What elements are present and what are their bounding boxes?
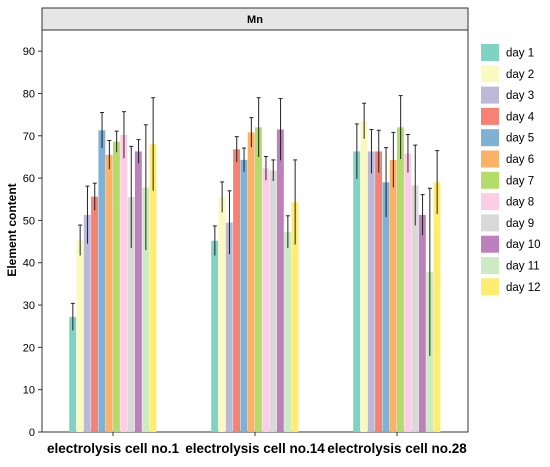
legend-swatch xyxy=(481,257,499,274)
bar xyxy=(69,316,77,432)
bar xyxy=(247,132,255,432)
legend-swatch xyxy=(481,44,499,61)
title-strip xyxy=(41,7,469,31)
bar xyxy=(91,196,98,432)
legend-label: day 3 xyxy=(506,90,534,102)
bar xyxy=(255,127,262,432)
y-tick-label: 90 xyxy=(23,46,35,58)
bar xyxy=(211,240,219,432)
legend-label: day 12 xyxy=(506,282,541,294)
legend-swatch xyxy=(481,278,499,296)
y-tick-label: 40 xyxy=(23,258,35,270)
error-bars-group xyxy=(70,95,440,356)
legend-label: day 2 xyxy=(506,69,534,81)
bar xyxy=(360,120,368,433)
legend-label: day 11 xyxy=(506,261,540,273)
legend-label: day 6 xyxy=(506,154,534,166)
legend-label: day 7 xyxy=(506,175,534,187)
bar xyxy=(411,185,419,432)
bar xyxy=(404,153,412,432)
legend-swatch xyxy=(481,214,499,232)
legend-label: day 1 xyxy=(506,48,534,60)
y-axis-label: Element content xyxy=(5,183,19,276)
bar xyxy=(233,149,240,433)
bar xyxy=(382,182,390,432)
bar xyxy=(291,202,299,432)
legend-swatch xyxy=(481,107,499,125)
bar xyxy=(367,151,375,432)
category-label: electrolysis cell no.1 xyxy=(47,441,180,456)
bar xyxy=(98,130,106,432)
bar xyxy=(127,197,135,432)
category-label: electrolysis cell no.28 xyxy=(327,441,467,456)
legend-label: day 9 xyxy=(506,218,534,230)
y-tick-label: 80 xyxy=(23,88,35,100)
y-tick-label: 20 xyxy=(23,342,35,354)
x-axis-labels: electrolysis cell no.1 electrolysis cell … xyxy=(47,432,467,456)
bar xyxy=(262,168,270,433)
bar xyxy=(433,182,441,432)
bar xyxy=(76,240,84,432)
legend-swatch xyxy=(481,86,499,104)
bar xyxy=(225,222,233,432)
y-tick-label: 50 xyxy=(23,215,35,227)
legend-swatch xyxy=(481,171,499,189)
bar xyxy=(353,151,361,432)
chart-title: Mn xyxy=(247,14,263,26)
bar xyxy=(389,159,397,432)
y-tick-label: 0 xyxy=(29,427,35,439)
y-tick-label: 10 xyxy=(23,385,35,397)
legend-swatch xyxy=(481,235,499,253)
category-label: electrolysis cell no.14 xyxy=(185,441,325,456)
bar xyxy=(218,197,226,432)
legend-label: day 5 xyxy=(506,133,534,145)
y-tick-label: 70 xyxy=(23,131,35,143)
legend-swatch xyxy=(481,193,499,211)
bar xyxy=(284,231,292,432)
bar xyxy=(375,151,382,432)
bar xyxy=(134,151,142,432)
bar xyxy=(397,127,404,432)
legend-label: day 8 xyxy=(506,197,534,209)
y-axis-ticks: 0 10 20 30 40 50 60 70 80 90 xyxy=(23,46,42,439)
legend-swatch xyxy=(481,65,499,83)
legend-label: day 10 xyxy=(506,239,541,251)
legend-swatch xyxy=(481,150,499,168)
bar xyxy=(83,214,91,432)
bar xyxy=(149,144,157,432)
bar xyxy=(269,170,277,433)
bar xyxy=(105,154,113,432)
y-tick-label: 60 xyxy=(23,173,35,185)
legend: day 1 day 2 day 3 day 4 day 5 day 6 day 7 day 8… xyxy=(481,44,541,296)
y-tick-label: 30 xyxy=(23,300,35,312)
bar xyxy=(418,214,426,432)
bar xyxy=(120,134,128,432)
bar xyxy=(240,159,248,432)
bar xyxy=(113,141,120,432)
bar xyxy=(142,187,150,432)
legend-swatch xyxy=(481,129,499,147)
bar xyxy=(276,129,284,432)
legend-label: day 4 xyxy=(506,111,535,123)
